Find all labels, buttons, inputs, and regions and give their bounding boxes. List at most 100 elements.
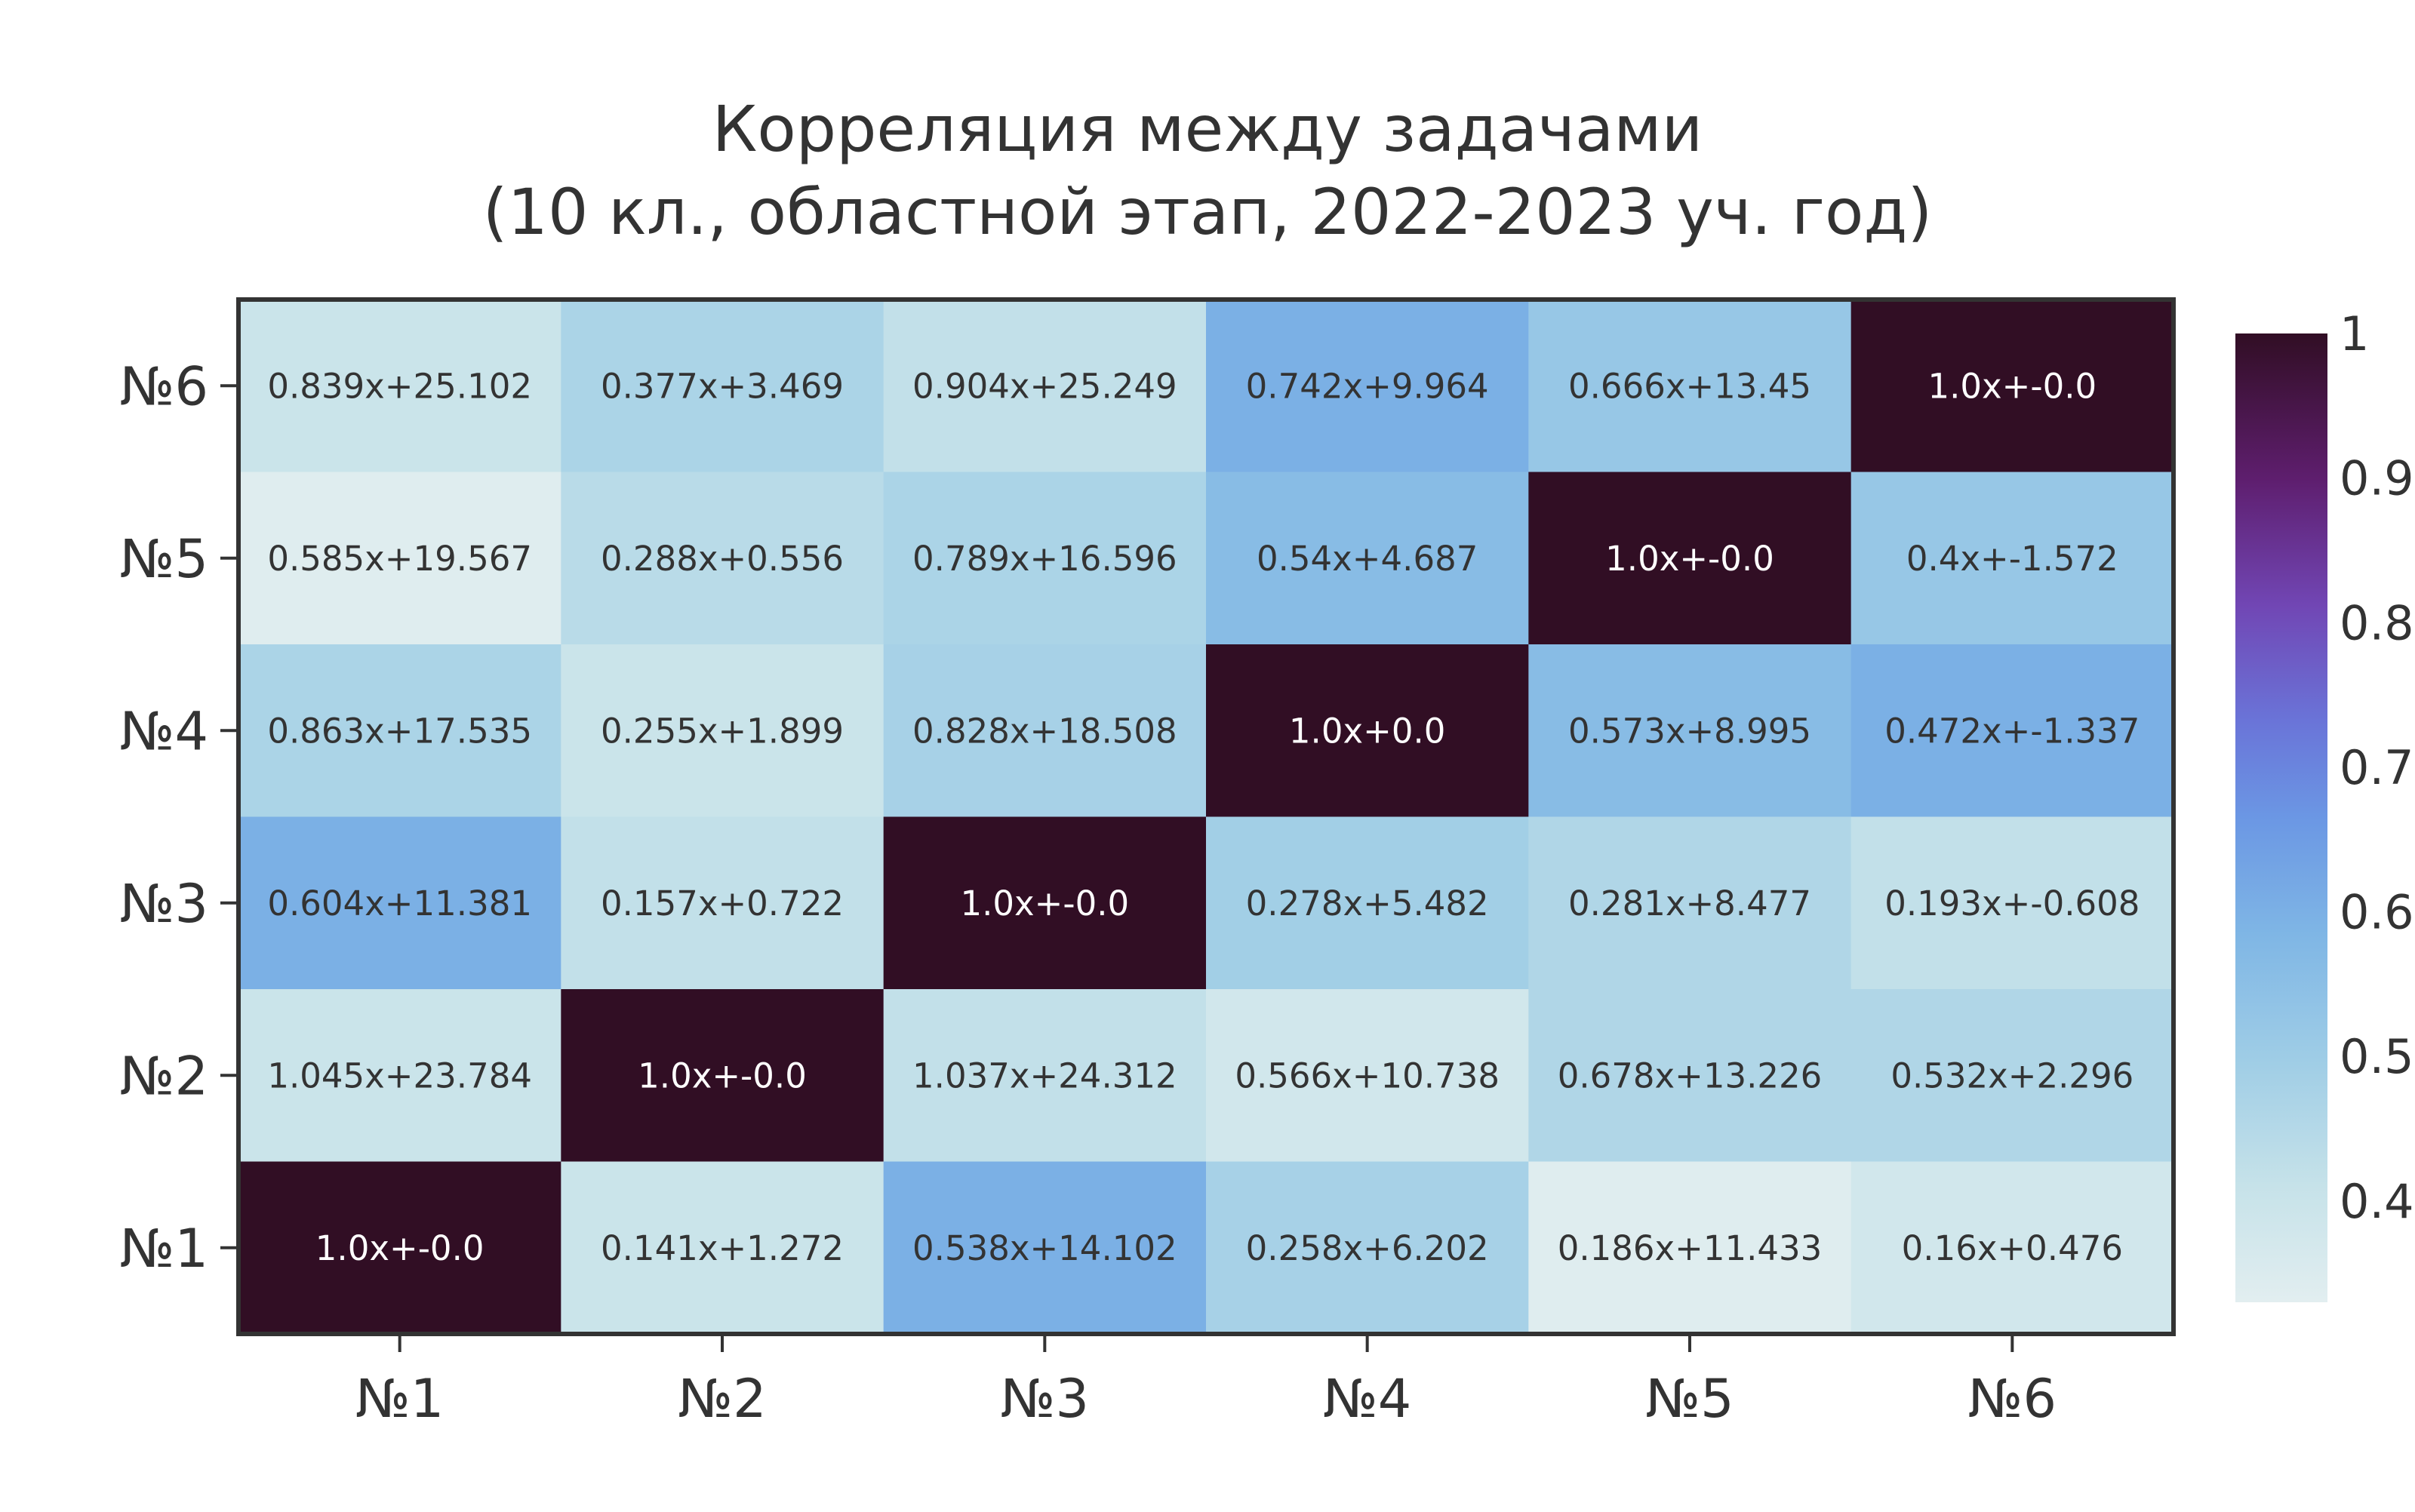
heatmap-cell-2-5 — [1528, 472, 1852, 645]
heatmap-cell-label: 1.0x+-0.0 — [960, 884, 1129, 923]
heatmap-cell-1-3 — [883, 300, 1207, 472]
heatmap-cell-5-1 — [238, 989, 561, 1162]
plot-frame — [236, 297, 2176, 1336]
heatmap-cell-5-6 — [1850, 989, 2174, 1162]
heatmap-cell-label: 0.193x+-0.608 — [1884, 884, 2140, 923]
heatmap-cell-6-1 — [238, 1161, 561, 1335]
heatmap-cell-1-4 — [1206, 300, 1529, 472]
x-tick-label: №2 — [678, 1368, 766, 1430]
colorbar-ticks: 0.4 0.5 0.6 0.7 0.8 0.9 1 — [2340, 306, 2414, 1229]
heatmap-cell-labels: 0.839x+25.102 0.377x+3.469 0.904x+25.249 0.… — [267, 366, 2140, 1268]
heatmap-cell-5-4 — [1206, 989, 1529, 1162]
heatmap-cell-label: 0.828x+18.508 — [912, 711, 1177, 751]
y-axis: №6 №5 №4 №3 №2 №1 — [120, 355, 236, 1280]
heatmap-cell-label: 0.377x+3.469 — [601, 366, 844, 406]
heatmap-cell-2-6 — [1850, 472, 2174, 645]
heatmap-cell-label: 0.678x+13.226 — [1558, 1056, 1823, 1096]
heatmap-cell-label: 0.288x+0.556 — [601, 539, 844, 579]
colorbar-tick-label: 0.9 — [2340, 451, 2414, 506]
x-axis: №1 №2 №3 №4 №5 №6 — [355, 1336, 2057, 1430]
heatmap-cell-label: 0.281x+8.477 — [1568, 884, 1811, 923]
heatmap-cell-3-1 — [238, 644, 561, 817]
heatmap-cell-label: 0.278x+5.482 — [1246, 884, 1489, 923]
chart-subtitle: (10 кл., областной этап, 2022-2023 уч. г… — [483, 175, 1932, 249]
heatmap-cell-label: 1.0x+-0.0 — [1927, 366, 2097, 406]
colorbar-tick-label: 0.5 — [2340, 1029, 2414, 1084]
heatmap-cell-label: 0.532x+2.296 — [1890, 1056, 2134, 1096]
heatmap-cell-label: 0.666x+13.45 — [1568, 366, 1811, 406]
colorbar-tick-label: 0.7 — [2340, 740, 2414, 795]
heatmap-cell-2-3 — [883, 472, 1207, 645]
heatmap-cell-label: 0.16x+0.476 — [1902, 1228, 2123, 1268]
colorbar-tick-label: 1 — [2340, 306, 2369, 361]
heatmap-cell-6-3 — [883, 1161, 1207, 1335]
heatmap-cell-3-2 — [561, 644, 884, 817]
heatmap-cell-1-5 — [1528, 300, 1852, 472]
heatmap-cell-3-6 — [1850, 644, 2174, 817]
heatmap-cell-4-3 — [883, 816, 1207, 990]
heatmap-cell-label: 1.037x+24.312 — [912, 1056, 1177, 1096]
x-tick-label: №5 — [1645, 1368, 1734, 1430]
y-tick-label: №6 — [120, 355, 208, 417]
heatmap-cell-2-2 — [561, 472, 884, 645]
colorbar-tick-label: 0.4 — [2340, 1174, 2414, 1229]
heatmap-cell-label: 0.255x+1.899 — [601, 711, 844, 751]
heatmap-cell-5-5 — [1528, 989, 1852, 1162]
heatmap-cell-1-1 — [238, 300, 561, 472]
heatmap-cell-5-3 — [883, 989, 1207, 1162]
heatmap-cell-5-2 — [561, 989, 884, 1162]
heatmap-cell-4-1 — [238, 816, 561, 990]
heatmap-cell-label: 0.472x+-1.337 — [1884, 711, 2140, 751]
heatmap-cell-label: 0.839x+25.102 — [267, 366, 532, 406]
heatmap-cell-label: 0.604x+11.381 — [267, 884, 532, 923]
heatmap-cell-label: 0.258x+6.202 — [1246, 1228, 1489, 1268]
heatmap-cell-label: 0.186x+11.433 — [1558, 1228, 1823, 1268]
heatmap-cell-label: 0.863x+17.535 — [267, 711, 532, 751]
heatmap-cell-label: 1.0x+-0.0 — [315, 1228, 485, 1268]
colorbar-tick-label: 0.8 — [2340, 595, 2414, 650]
heatmap-cell-3-3 — [883, 644, 1207, 817]
x-tick-label: №1 — [355, 1368, 444, 1430]
heatmap-cell-6-4 — [1206, 1161, 1529, 1335]
heatmap-cell-label: 1.0x+-0.0 — [638, 1056, 807, 1096]
y-tick-label: №4 — [120, 700, 208, 762]
heatmap-cell-label: 1.045x+23.784 — [267, 1056, 532, 1096]
heatmap-cell-4-4 — [1206, 816, 1529, 990]
heatmap-cells — [238, 300, 2174, 1335]
heatmap-cell-label: 1.0x+0.0 — [1289, 711, 1445, 751]
heatmap-cell-4-5 — [1528, 816, 1852, 990]
y-tick-label: №2 — [120, 1045, 208, 1107]
heatmap-cell-6-6 — [1850, 1161, 2174, 1335]
heatmap-cell-2-4 — [1206, 472, 1529, 645]
x-tick-label: №3 — [1001, 1368, 1089, 1430]
x-tick-label: №6 — [1968, 1368, 2057, 1430]
heatmap-cell-label: 0.585x+19.567 — [267, 539, 532, 579]
x-tick-label: №4 — [1323, 1368, 1411, 1430]
heatmap-cell-label: 1.0x+-0.0 — [1605, 539, 1774, 579]
heatmap-cell-3-4 — [1206, 644, 1529, 817]
heatmap-cell-2-1 — [238, 472, 561, 645]
heatmap-cell-label: 0.538x+14.102 — [912, 1228, 1177, 1268]
heatmap-cell-3-5 — [1528, 644, 1852, 817]
heatmap-cell-label: 0.573x+8.995 — [1568, 711, 1811, 751]
y-tick-label: №1 — [120, 1218, 208, 1280]
heatmap-cell-1-6 — [1850, 300, 2174, 472]
colorbar — [2235, 333, 2327, 1302]
chart-title: Корреляция между задачами — [712, 92, 1703, 166]
heatmap-cell-label: 0.157x+0.722 — [601, 884, 844, 923]
heatmap-cell-label: 0.141x+1.272 — [601, 1228, 844, 1268]
heatmap-cell-label: 0.54x+4.687 — [1257, 539, 1478, 579]
heatmap-cell-4-6 — [1850, 816, 2174, 990]
heatmap-cell-label: 0.4x+-1.572 — [1906, 539, 2118, 579]
heatmap-cell-1-2 — [561, 300, 884, 472]
heatmap-cell-label: 0.789x+16.596 — [912, 539, 1177, 579]
colorbar-tick-label: 0.6 — [2340, 885, 2414, 940]
heatmap-cell-4-2 — [561, 816, 884, 990]
heatmap-cell-label: 0.566x+10.738 — [1235, 1056, 1500, 1096]
heatmap-cell-6-2 — [561, 1161, 884, 1335]
y-tick-label: №3 — [120, 873, 208, 935]
heatmap-cell-6-5 — [1528, 1161, 1852, 1335]
heatmap-cell-label: 0.904x+25.249 — [912, 366, 1177, 406]
